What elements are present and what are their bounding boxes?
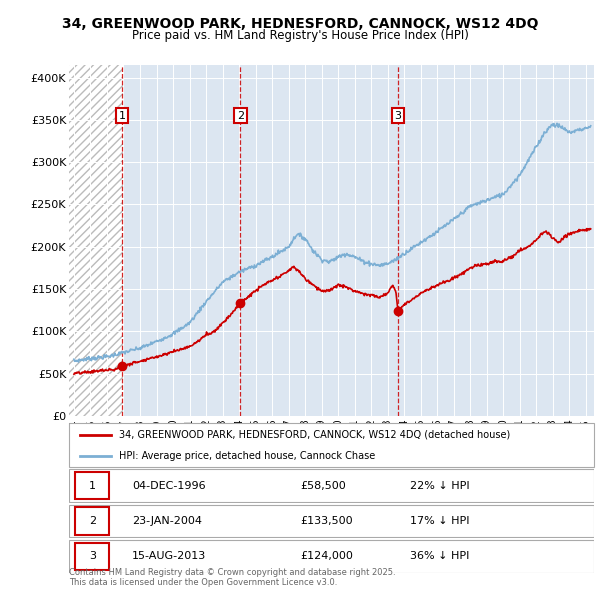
- Text: 34, GREENWOOD PARK, HEDNESFORD, CANNOCK, WS12 4DQ: 34, GREENWOOD PARK, HEDNESFORD, CANNOCK,…: [62, 17, 538, 31]
- Text: 2: 2: [89, 516, 96, 526]
- Text: Contains HM Land Registry data © Crown copyright and database right 2025.
This d: Contains HM Land Registry data © Crown c…: [69, 568, 395, 587]
- FancyBboxPatch shape: [69, 504, 594, 537]
- Text: 34, GREENWOOD PARK, HEDNESFORD, CANNOCK, WS12 4DQ (detached house): 34, GREENWOOD PARK, HEDNESFORD, CANNOCK,…: [119, 430, 510, 440]
- Text: 22% ↓ HPI: 22% ↓ HPI: [410, 481, 470, 490]
- Text: 15-AUG-2013: 15-AUG-2013: [132, 552, 206, 561]
- FancyBboxPatch shape: [69, 469, 594, 502]
- Text: 2: 2: [236, 111, 244, 120]
- Text: £58,500: £58,500: [300, 481, 346, 490]
- Text: HPI: Average price, detached house, Cannock Chase: HPI: Average price, detached house, Cann…: [119, 451, 375, 461]
- FancyBboxPatch shape: [69, 540, 594, 573]
- Text: 04-DEC-1996: 04-DEC-1996: [132, 481, 206, 490]
- Text: 3: 3: [89, 552, 96, 561]
- Text: 3: 3: [394, 111, 401, 120]
- Text: Price paid vs. HM Land Registry's House Price Index (HPI): Price paid vs. HM Land Registry's House …: [131, 30, 469, 42]
- FancyBboxPatch shape: [69, 423, 594, 467]
- Text: £133,500: £133,500: [300, 516, 353, 526]
- FancyBboxPatch shape: [76, 507, 109, 535]
- Bar: [69, 65, 124, 416]
- Text: 23-JAN-2004: 23-JAN-2004: [132, 516, 202, 526]
- FancyBboxPatch shape: [76, 543, 109, 570]
- Bar: [69, 65, 124, 416]
- Text: 1: 1: [89, 481, 96, 490]
- FancyBboxPatch shape: [76, 472, 109, 499]
- Text: 1: 1: [119, 111, 125, 120]
- Text: 17% ↓ HPI: 17% ↓ HPI: [410, 516, 470, 526]
- Text: £124,000: £124,000: [300, 552, 353, 561]
- Text: 36% ↓ HPI: 36% ↓ HPI: [410, 552, 470, 561]
